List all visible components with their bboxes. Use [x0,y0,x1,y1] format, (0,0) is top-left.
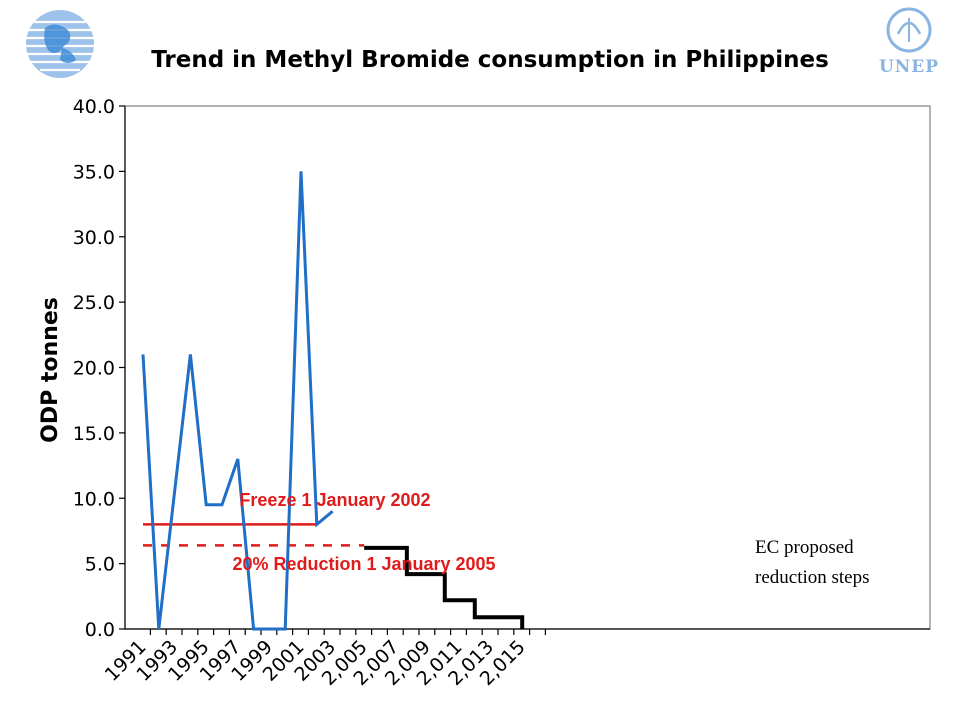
y-tick-label: 15.0 [73,423,115,445]
y-tick-label: 25.0 [73,292,115,314]
y-tick-label: 30.0 [73,227,115,249]
y-tick-label: 20.0 [73,358,115,380]
y-tick-label: 35.0 [73,161,115,183]
reduction-label: 20% Reduction 1 January 2005 [232,554,495,574]
annotation-line-1: EC proposed [755,537,854,558]
unep-logo: UNEP [879,7,939,77]
consumption-series-line [141,171,334,631]
ec-reduction-steps-line [364,545,525,629]
annotation-line-2: reduction steps [755,567,870,588]
unep-logo-text: UNEP [879,57,939,77]
y-tick-label: 5.0 [85,554,115,576]
y-tick-label: 40.0 [73,96,115,118]
chart-title: Trend in Methyl Bromide consumption in P… [151,47,829,73]
un-globe-icon [26,10,94,78]
y-tick-label: 0.0 [85,619,115,641]
y-tick-label: 10.0 [73,488,115,510]
y-axis-label: ODP tonnes [38,297,63,443]
freeze-label: Freeze 1 January 2002 [239,490,430,510]
